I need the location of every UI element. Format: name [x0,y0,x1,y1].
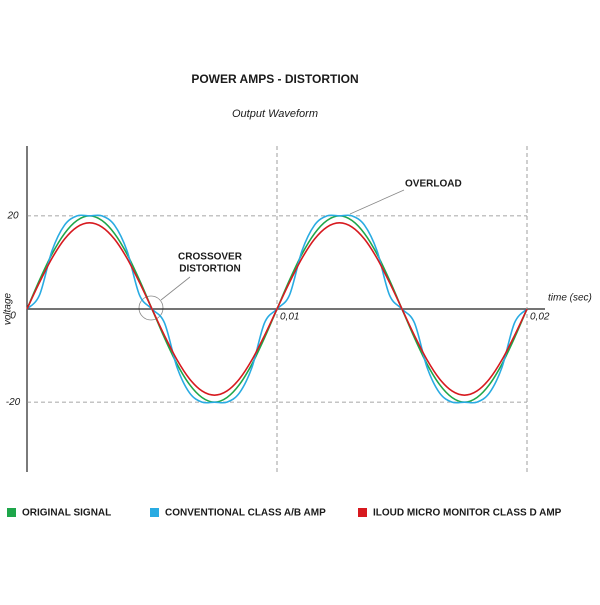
annotation: OVERLOAD [405,179,462,190]
chart-title: POWER AMPS - DISTORTION [191,72,358,86]
y-axis-label: voltage [3,292,14,325]
y-tick-label: 20 [6,210,19,221]
line [26,222,528,396]
legend-swatch [7,508,16,517]
legend-swatch [150,508,159,517]
annotation-line [349,189,405,215]
annotation: CROSSOVER [178,252,243,263]
x-tick-label: 0,01 [280,312,299,323]
y-tick-label: 0 [10,311,16,322]
chart-subtitle: Output Waveform [232,108,318,120]
legend-label: ILOUD MICRO MONITOR CLASS D AMP [373,508,562,519]
x-axis-label: time (sec) [548,293,592,304]
annotation: DISTORTION [179,264,240,275]
x-tick-label: 0,02 [530,312,550,323]
y-tick-label: -20 [6,397,21,408]
legend-label: CONVENTIONAL CLASS A/B AMP [165,508,326,519]
legend-label: ORIGINAL SIGNAL [22,508,111,519]
annotation-line [160,276,191,301]
annotation-circle [138,295,164,321]
legend-swatch [358,508,367,517]
